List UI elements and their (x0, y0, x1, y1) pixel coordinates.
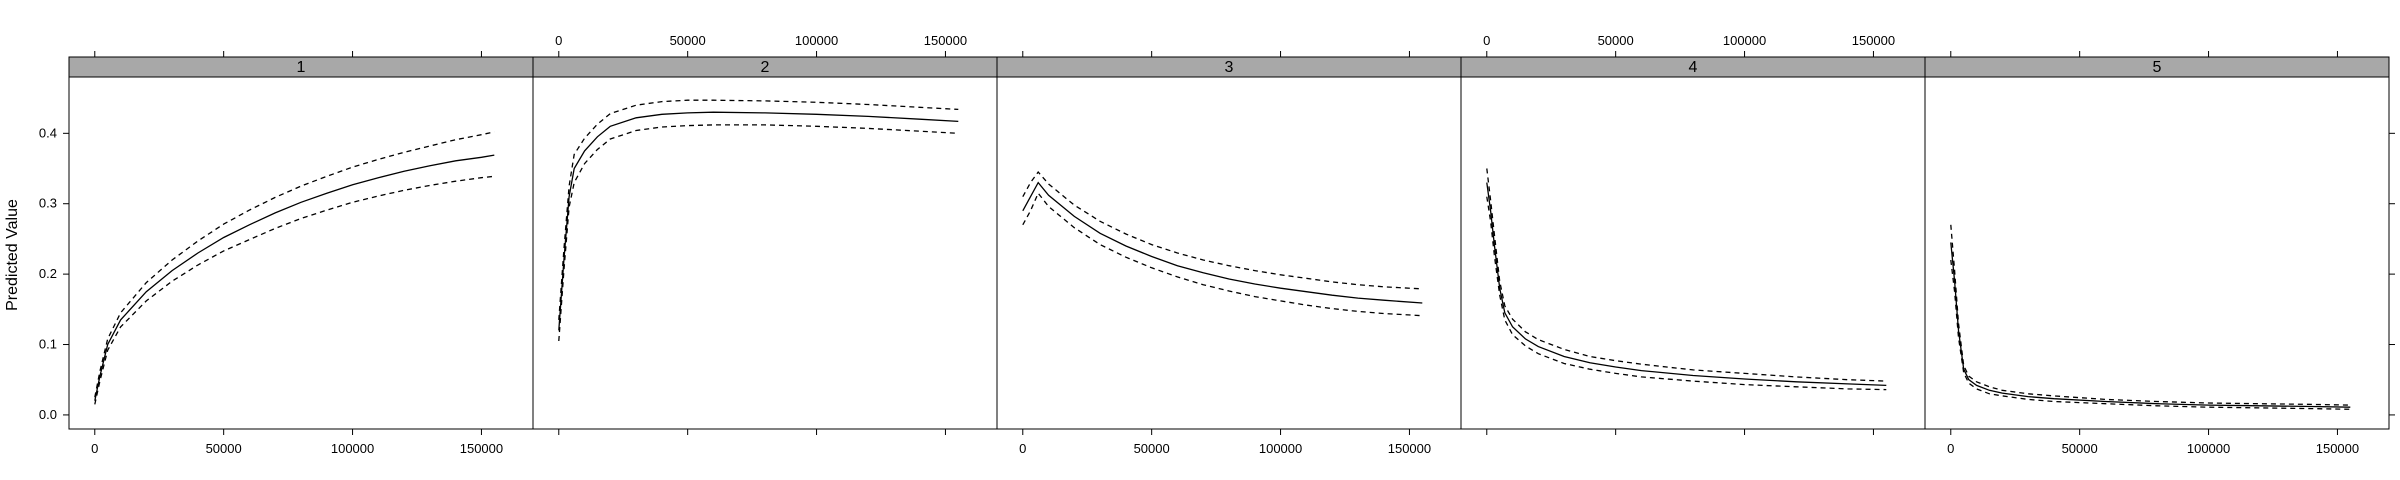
x-tick-label-2-0: 0 (555, 33, 562, 48)
x-tick-label-1-1: 50000 (206, 441, 242, 456)
fit-line-4 (1486, 182, 1887, 387)
strip-label-5: 5 (2153, 59, 2162, 76)
strip-label-4: 4 (1689, 59, 1698, 76)
panel-frame-1 (68, 76, 534, 430)
y-tick-label-3: 0.3 (39, 196, 57, 211)
upper-bound-line-4 (1486, 168, 1887, 382)
x-tick-label-5-3: 150000 (2316, 441, 2359, 456)
y-tick-label-1: 0.1 (39, 337, 57, 352)
x-tick-label-3-0: 0 (1019, 441, 1026, 456)
fit-line-3 (1022, 181, 1423, 304)
x-tick-label-4-1: 50000 (1598, 33, 1634, 48)
y-tick-label-4: 0.4 (39, 125, 57, 140)
x-tick-label-4-2: 100000 (1723, 33, 1766, 48)
x-tick-label-4-3: 150000 (1852, 33, 1895, 48)
y-axis-title: Predicted Value (4, 199, 21, 311)
x-tick-label-1-2: 100000 (331, 441, 374, 456)
x-tick-label-2-1: 50000 (670, 33, 706, 48)
upper-bound-line-3 (1022, 170, 1423, 290)
panel-frame-3 (996, 76, 1462, 430)
panel-frame-4 (1460, 76, 1926, 430)
y-tick-label-0: 0.0 (39, 407, 57, 422)
fit-line-2 (558, 111, 959, 331)
strip-label-1: 1 (297, 59, 306, 76)
panel-frame-5 (1924, 76, 2390, 430)
strip-label-3: 3 (1225, 59, 1234, 76)
x-tick-label-3-1: 50000 (1134, 441, 1170, 456)
x-tick-label-2-2: 100000 (795, 33, 838, 48)
upper-bound-line-2 (558, 99, 959, 320)
y-tick-label-2: 0.2 (39, 266, 57, 281)
fit-line-1 (94, 154, 495, 401)
x-tick-label-5-1: 50000 (2062, 441, 2098, 456)
lower-bound-line-4 (1486, 196, 1887, 391)
upper-bound-line-1 (94, 131, 495, 398)
lower-bound-line-2 (558, 124, 959, 342)
x-tick-label-1-0: 0 (91, 441, 98, 456)
lower-bound-line-3 (1022, 191, 1423, 317)
x-tick-label-4-0: 0 (1483, 33, 1490, 48)
x-tick-label-2-3: 150000 (924, 33, 967, 48)
panel-frame-2 (532, 76, 998, 430)
strip-label-2: 2 (761, 59, 770, 76)
upper-bound-line-5 (1950, 224, 2351, 406)
x-tick-label-5-0: 0 (1947, 441, 1954, 456)
x-tick-label-5-2: 100000 (2187, 441, 2230, 456)
lower-bound-line-1 (94, 175, 495, 405)
x-tick-label-3-3: 150000 (1388, 441, 1431, 456)
x-tick-label-3-2: 100000 (1259, 441, 1302, 456)
x-tick-label-1-3: 150000 (460, 441, 503, 456)
lower-bound-line-5 (1950, 259, 2351, 410)
fit-line-5 (1950, 242, 2351, 408)
